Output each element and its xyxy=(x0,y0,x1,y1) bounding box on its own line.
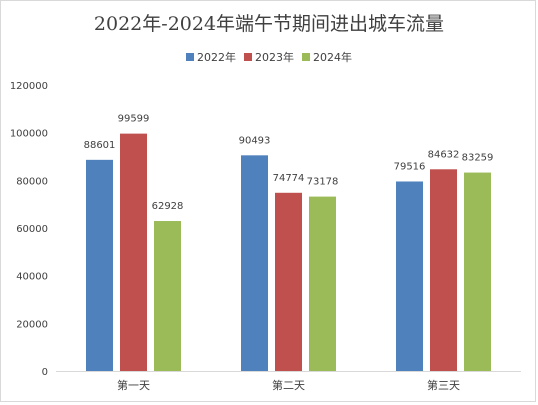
y-tick-label: 100000 xyxy=(10,129,48,140)
bar-1-3 xyxy=(396,181,423,371)
x-category-label: 第二天 xyxy=(272,378,305,392)
bar-1-1 xyxy=(86,159,113,371)
bar-3-3 xyxy=(464,172,491,371)
y-tick-label: 120000 xyxy=(10,81,48,92)
legend-swatch xyxy=(302,53,310,61)
data-label: 73178 xyxy=(307,177,339,188)
x-category-label: 第三天 xyxy=(427,378,460,392)
data-label: 90493 xyxy=(239,135,271,146)
bar-3-1 xyxy=(154,221,181,371)
legend-item-0: 2022年 xyxy=(186,49,236,65)
bar-3-2 xyxy=(309,196,336,371)
y-tick-label: 60000 xyxy=(16,224,48,235)
bar-1-2 xyxy=(241,155,268,371)
y-tick-label: 80000 xyxy=(16,176,48,187)
data-label: 99599 xyxy=(118,114,150,125)
data-label: 84632 xyxy=(428,149,460,160)
legend-item-2: 2024年 xyxy=(302,49,352,65)
legend-item-1: 2023年 xyxy=(244,49,294,65)
data-label: 88601 xyxy=(84,140,116,151)
y-tick-label: 20000 xyxy=(16,319,48,330)
legend-label: 2022年 xyxy=(197,51,236,64)
legend-label: 2024年 xyxy=(313,51,352,64)
data-label: 74774 xyxy=(273,173,305,184)
legend-swatch xyxy=(186,53,194,61)
data-label: 62928 xyxy=(152,201,184,212)
data-label: 83259 xyxy=(462,153,494,164)
legend-label: 2023年 xyxy=(255,51,294,64)
x-category-label: 第一天 xyxy=(117,378,150,392)
legend: 2022年 2023年 2024年 xyxy=(0,49,538,65)
bar-2-3 xyxy=(430,169,457,371)
bar-2-2 xyxy=(275,192,302,371)
y-tick-label: 40000 xyxy=(16,272,48,283)
y-tick-label: 0 xyxy=(42,367,48,378)
data-label: 79516 xyxy=(394,161,426,172)
legend-swatch xyxy=(244,53,252,61)
bar-2-1 xyxy=(120,133,147,371)
chart-title: 2022年-2024年端午节期间进出城车流量 xyxy=(93,13,445,35)
